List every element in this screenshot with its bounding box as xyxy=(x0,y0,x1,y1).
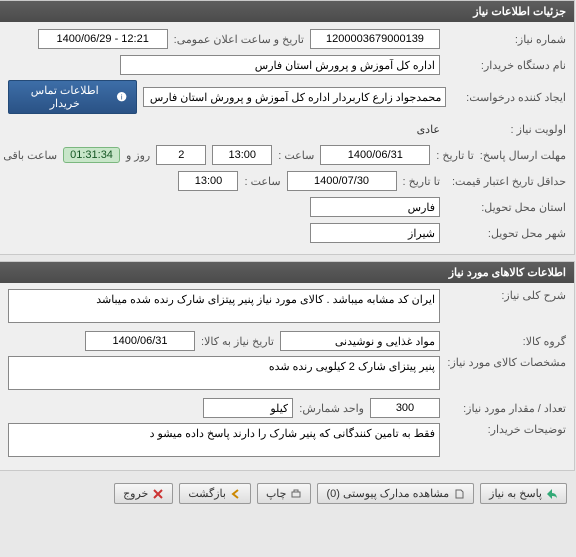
label-price-to: تا تاریخ : xyxy=(404,175,441,188)
label-time-left: ساعت باقی مانده xyxy=(0,149,58,162)
countdown-pill: 01:31:34 xyxy=(64,147,121,163)
input-need-no[interactable] xyxy=(311,29,441,49)
input-requester[interactable] xyxy=(144,87,448,107)
reply-label: پاسخ به نیاز xyxy=(490,487,543,500)
reply-button[interactable]: پاسخ به نیاز xyxy=(481,483,568,504)
panel-need-info: جزئیات اطلاعات نیاز شماره نیاز: تاریخ و … xyxy=(0,0,576,255)
label-deadline-time: ساعت : xyxy=(279,149,315,162)
label-summary: شرح کلی نیاز: xyxy=(447,289,567,302)
input-days-left[interactable] xyxy=(157,145,207,165)
panel-need-info-header: جزئیات اطلاعات نیاز xyxy=(1,1,575,22)
attachment-icon xyxy=(454,488,466,500)
exit-icon xyxy=(153,488,165,500)
print-label: چاپ xyxy=(267,487,288,500)
label-buyer-notes: توضیحات خریدار: xyxy=(447,423,567,436)
input-price-time[interactable] xyxy=(179,171,239,191)
info-icon: i xyxy=(117,91,128,103)
input-group[interactable] xyxy=(281,331,441,351)
print-button[interactable]: چاپ xyxy=(258,483,313,504)
back-button[interactable]: بازگشت xyxy=(180,483,252,504)
exit-label: خروج xyxy=(124,487,149,500)
label-city: شهر محل تحویل: xyxy=(447,227,567,240)
input-need-date[interactable] xyxy=(86,331,196,351)
label-unit: واحد شمارش: xyxy=(300,402,365,415)
label-buyer: نام دستگاه خریدار: xyxy=(447,59,567,72)
input-unit[interactable] xyxy=(204,398,294,418)
label-public-announce: تاریخ و ساعت اعلان عمومی: xyxy=(175,33,305,46)
input-city[interactable] xyxy=(311,223,441,243)
label-need-no: شماره نیاز: xyxy=(447,33,567,46)
view-docs-label: مشاهده مدارک پیوستی (0) xyxy=(327,487,450,500)
print-icon xyxy=(291,488,303,500)
reply-icon xyxy=(547,488,559,500)
label-price-time: ساعت : xyxy=(245,175,281,188)
footer-bar: پاسخ به نیاز مشاهده مدارک پیوستی (0) چاپ… xyxy=(0,477,576,510)
back-icon xyxy=(231,488,243,500)
label-province: استان محل تحویل: xyxy=(447,201,567,214)
panel-goods-header: اطلاعات کالاهای مورد نیاز xyxy=(1,262,575,283)
view-docs-button[interactable]: مشاهده مدارک پیوستی (0) xyxy=(318,483,475,504)
label-price-validity: حداقل تاریخ اعتبار قیمت: xyxy=(447,175,567,188)
label-qty: تعداد / مقدار مورد نیاز: xyxy=(447,402,567,415)
contact-buyer-button[interactable]: i اطلاعات تماس خریدار xyxy=(9,80,138,114)
panel-goods: اطلاعات کالاهای مورد نیاز شرح کلی نیاز: … xyxy=(0,261,576,471)
value-priority: عادی xyxy=(418,123,441,136)
label-group: گروه کالا: xyxy=(447,335,567,348)
svg-text:i: i xyxy=(122,93,124,102)
textarea-summary[interactable]: ایران کد مشابه میباشد . کالای مورد نیاز … xyxy=(9,289,441,323)
label-deadline-to: تا تاریخ : xyxy=(437,149,474,162)
input-buyer[interactable] xyxy=(121,55,441,75)
label-requester: ایجاد کننده درخواست: xyxy=(453,91,567,104)
input-province[interactable] xyxy=(311,197,441,217)
exit-button[interactable]: خروج xyxy=(115,483,174,504)
input-deadline-time[interactable] xyxy=(213,145,273,165)
input-public-announce[interactable] xyxy=(39,29,169,49)
label-deadline: مهلت ارسال پاسخ: xyxy=(481,149,567,162)
input-deadline-date[interactable] xyxy=(321,145,431,165)
back-label: بازگشت xyxy=(189,487,227,500)
label-need-date: تاریخ نیاز به کالا: xyxy=(202,335,275,348)
label-days-and: روز و xyxy=(127,149,151,162)
label-priority: اولویت نیاز : xyxy=(447,123,567,136)
label-specs: مشخصات کالای مورد نیاز: xyxy=(447,356,567,369)
textarea-buyer-notes[interactable]: فقط به تامین کنندگانی که پنیر شارک را دا… xyxy=(9,423,441,457)
input-price-date[interactable] xyxy=(288,171,398,191)
contact-buyer-label: اطلاعات تماس خریدار xyxy=(18,84,113,110)
input-qty[interactable] xyxy=(371,398,441,418)
textarea-specs[interactable]: پنیر پیتزای شارک 2 کیلویی رنده شده xyxy=(9,356,441,390)
